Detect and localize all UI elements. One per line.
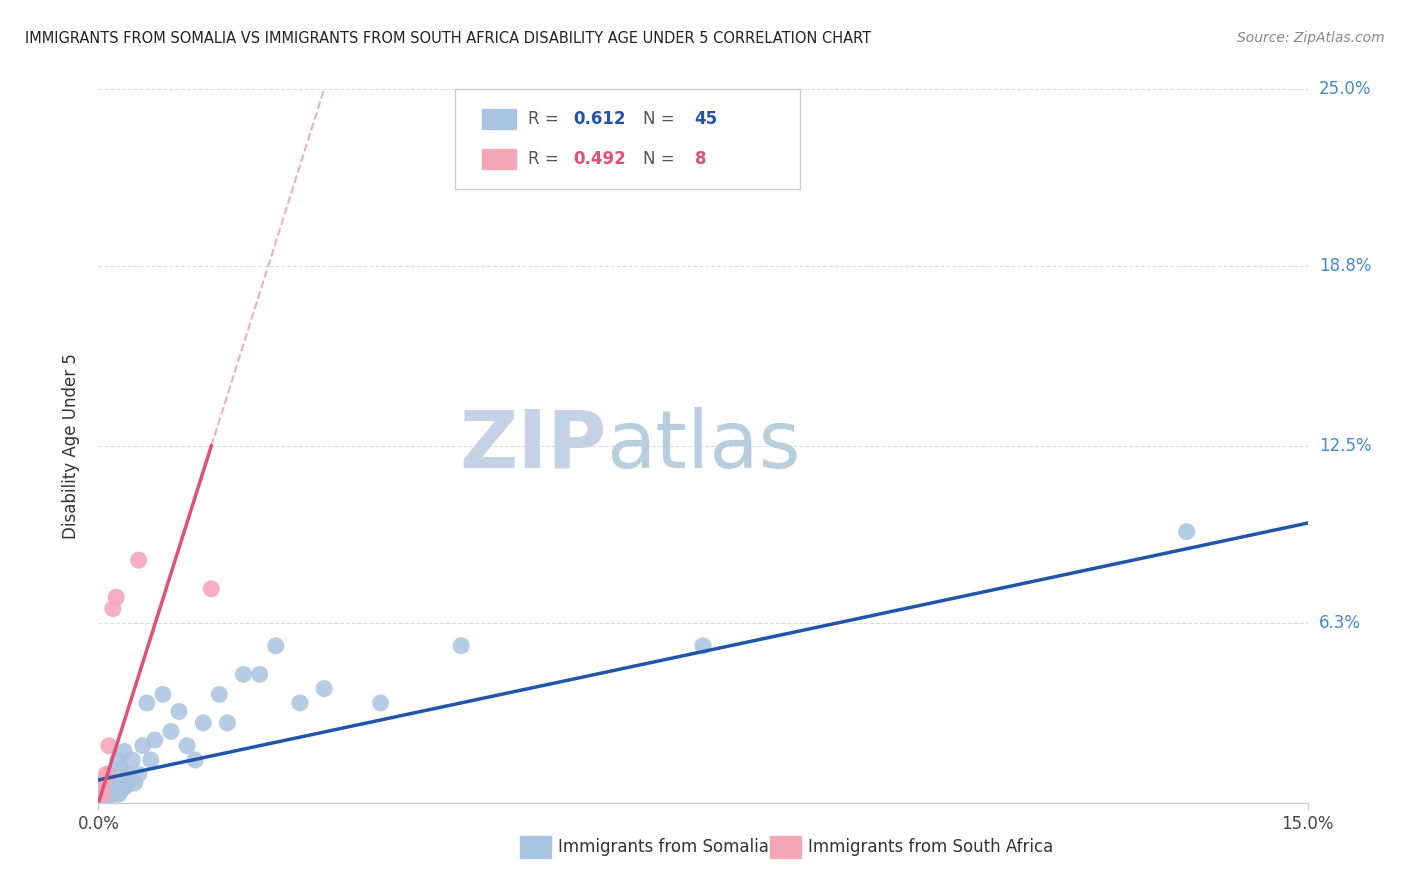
Point [692,639,714,653]
Point [139,753,162,767]
Point [193,715,215,730]
Point [110,762,132,776]
Point [143,733,166,747]
Bar [482,149,516,169]
Point [94,790,117,805]
Point [264,639,287,653]
FancyBboxPatch shape [456,89,800,189]
Text: Immigrants from South Africa: Immigrants from South Africa [808,838,1053,856]
Point [450,639,472,653]
Text: Source: ZipAtlas.com: Source: ZipAtlas.com [1237,31,1385,45]
Text: N =: N = [643,111,679,128]
Point [128,553,150,567]
Point [370,696,392,710]
Text: 0.612: 0.612 [574,111,626,128]
Point [176,739,198,753]
Point [96,784,118,798]
Point [120,772,142,787]
Text: 6.3%: 6.3% [1319,614,1361,632]
Point [184,753,207,767]
Point [107,753,129,767]
Point [288,696,311,710]
Point [101,787,124,801]
Point [135,696,157,710]
Point [96,767,118,781]
Text: Immigrants from Somalia: Immigrants from Somalia [558,838,769,856]
Text: 18.8%: 18.8% [1319,257,1371,275]
Point [160,724,183,739]
Point [101,784,124,798]
Point [132,739,155,753]
Point [97,767,120,781]
Point [100,787,122,801]
Text: N =: N = [643,150,679,168]
Point [124,776,146,790]
Text: ZIP: ZIP [458,407,606,485]
Text: 12.5%: 12.5% [1319,437,1371,455]
Point [128,767,150,781]
Point [200,582,222,596]
Point [97,772,120,787]
Point [105,591,128,605]
Point [121,753,143,767]
Point [107,787,129,801]
Point [217,715,239,730]
Point [111,781,134,796]
Point [97,739,120,753]
Point [108,784,131,798]
Point [101,601,124,615]
Text: atlas: atlas [606,407,800,485]
Point [208,687,231,701]
Point [112,744,135,758]
Point [232,667,254,681]
Point [100,779,122,793]
Text: 25.0%: 25.0% [1319,80,1371,98]
Point [93,781,115,796]
Point [314,681,336,696]
Y-axis label: Disability Age Under 5: Disability Age Under 5 [62,353,80,539]
Point [1175,524,1198,539]
Bar [482,110,516,129]
Point [167,705,190,719]
Point [91,787,114,801]
Point [117,767,139,781]
Text: 0.492: 0.492 [574,150,626,168]
Point [152,687,174,701]
Point [103,776,125,790]
Text: 8: 8 [695,150,706,168]
Point [249,667,271,681]
Text: R =: R = [527,150,564,168]
Point [105,781,128,796]
Point [115,779,138,793]
Text: R =: R = [527,111,564,128]
Text: IMMIGRANTS FROM SOMALIA VS IMMIGRANTS FROM SOUTH AFRICA DISABILITY AGE UNDER 5 C: IMMIGRANTS FROM SOMALIA VS IMMIGRANTS FR… [25,31,872,46]
Text: 45: 45 [695,111,717,128]
Point [91,787,114,801]
Point [94,772,117,787]
